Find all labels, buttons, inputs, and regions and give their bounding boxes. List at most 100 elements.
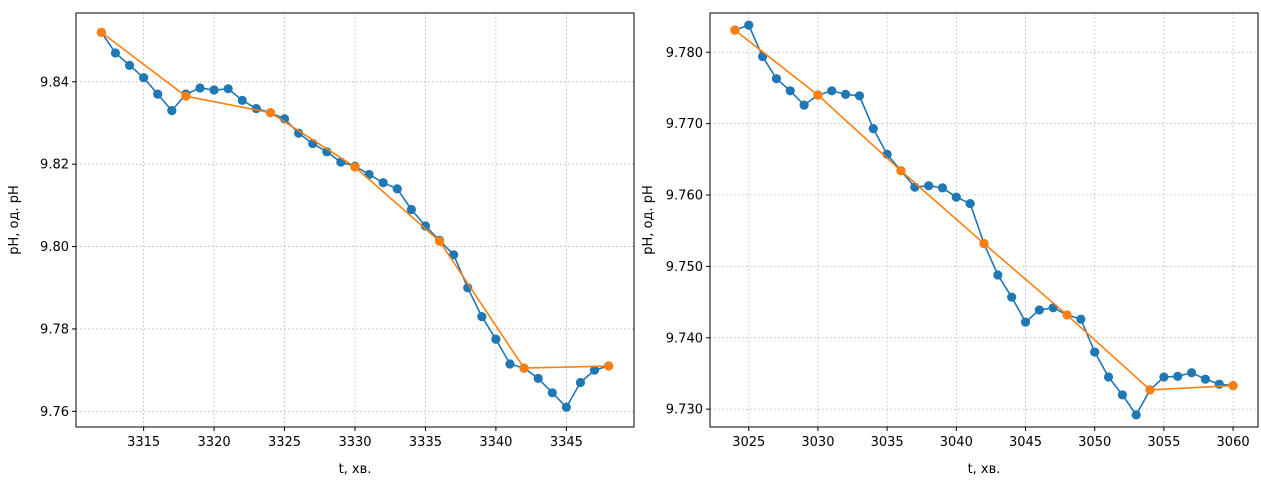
data-point-series-0 (533, 373, 543, 383)
data-point-series-0 (153, 89, 163, 99)
data-point-series-0 (1020, 317, 1031, 327)
x-tick-label: 3055 (1147, 435, 1180, 450)
data-point-series-0 (1186, 368, 1197, 378)
y-tick-label: 9.760 (666, 189, 703, 204)
data-point-series-0 (477, 312, 487, 322)
data-point-series-0 (406, 204, 416, 215)
x-tick-label: 3320 (198, 435, 231, 450)
data-point-series-0 (924, 181, 934, 191)
series-line-1 (734, 29, 1234, 391)
data-point-series-0 (993, 270, 1003, 280)
data-point-series-0 (1076, 314, 1086, 324)
data-point-series-0 (785, 86, 795, 96)
data-point-series-0 (575, 377, 586, 388)
y-tick-label: 9.76 (40, 405, 69, 420)
data-point-series-0 (589, 365, 600, 375)
x-tick-label: 3325 (268, 435, 301, 450)
data-point-series-0 (965, 198, 975, 209)
data-point-series-0 (1007, 292, 1017, 302)
data-point-series-0 (110, 48, 121, 58)
data-point-series-0 (294, 128, 304, 138)
data-point-series-0 (1117, 390, 1127, 400)
data-point-series-0 (195, 83, 205, 93)
data-point-series-0 (392, 184, 402, 194)
data-point-series-1 (181, 91, 191, 101)
data-point-series-1 (813, 90, 823, 100)
data-point-series-0 (841, 89, 851, 99)
y-tick-label: 9.780 (666, 46, 703, 61)
x-tick-label: 3035 (871, 435, 904, 450)
x-tick-label: 3330 (338, 435, 371, 450)
data-point-series-0 (449, 250, 459, 260)
data-point-series-1 (1228, 381, 1238, 391)
series-line-0 (734, 24, 1234, 417)
data-point-series-0 (491, 334, 501, 344)
data-point-series-0 (364, 169, 374, 180)
data-point-series-1 (519, 363, 529, 373)
data-point-series-0 (951, 192, 961, 202)
data-point-series-1 (604, 361, 614, 371)
data-point-series-1 (730, 25, 740, 35)
data-point-series-0 (561, 402, 571, 412)
data-point-series-0 (1200, 374, 1211, 384)
plot-frame (709, 12, 1259, 428)
data-point-series-0 (868, 124, 878, 134)
plot-frame (75, 12, 635, 428)
x-tick-label: 3340 (479, 435, 512, 450)
data-point-series-0 (771, 74, 782, 84)
y-axis-label: pH, од. pH (641, 185, 656, 255)
data-point-series-0 (167, 106, 177, 116)
data-point-series-0 (237, 95, 247, 105)
series-line-0 (100, 31, 609, 409)
grid (710, 13, 1258, 427)
x-axis-label: t, хв. (339, 462, 372, 477)
x-tick-label: 3030 (801, 435, 834, 450)
data-point-series-0 (223, 84, 233, 94)
y-tick-label: 9.82 (40, 158, 69, 173)
data-point-series-0 (1214, 379, 1224, 389)
data-point-series-0 (209, 85, 219, 95)
data-point-series-0 (139, 73, 149, 83)
data-point-series-0 (505, 359, 515, 369)
y-tick-label: 9.80 (40, 240, 69, 255)
data-point-series-1 (96, 27, 106, 37)
y-tick-label: 9.730 (666, 403, 703, 418)
chart-right: 3025 3030 3035 3040 3045 3050 3055 3060 9.730 9.7… (641, 12, 1259, 477)
data-point-series-0 (547, 388, 557, 398)
data-point-series-1 (1145, 385, 1155, 395)
x-tick-label: 3025 (732, 435, 765, 450)
data-point-series-0 (799, 100, 809, 110)
data-point-series-0 (1034, 305, 1044, 315)
data-point-series-0 (1159, 372, 1169, 382)
data-point-series-0 (1103, 372, 1114, 382)
y-tick-label: 9.84 (40, 75, 69, 90)
chart-left: 3315 3320 3325 3330 3335 3340 3345 9.76 9.78 9.80… (7, 12, 635, 477)
grid (76, 13, 634, 427)
y-tick-label: 9.750 (666, 260, 703, 275)
data-point-series-1 (896, 166, 906, 176)
data-point-series-1 (265, 108, 276, 118)
x-axis-label: t, хв. (968, 462, 1001, 477)
y-axis-label: pH, од. pH (7, 185, 22, 255)
x-tick-label: 3345 (550, 435, 583, 450)
data-point-series-1 (434, 236, 445, 246)
x-tick-label: 3050 (1078, 435, 1111, 450)
data-point-series-0 (378, 178, 388, 188)
data-point-series-0 (1173, 371, 1183, 381)
x-tick-label: 3060 (1217, 435, 1250, 450)
data-point-series-0 (1131, 410, 1141, 420)
data-point-series-1 (979, 238, 989, 249)
data-point-series-1 (1062, 310, 1072, 320)
data-point-series-0 (1048, 303, 1058, 313)
data-point-series-0 (827, 86, 837, 96)
data-point-series-0 (463, 283, 473, 293)
data-point-series-0 (854, 91, 865, 101)
x-tick-label: 3045 (1009, 435, 1042, 450)
data-point-series-1 (350, 162, 360, 172)
data-point-series-0 (937, 183, 948, 193)
y-tick-label: 9.770 (666, 117, 703, 132)
x-tick-label: 3315 (127, 435, 160, 450)
data-point-series-0 (744, 20, 754, 30)
data-point-series-0 (124, 60, 135, 70)
